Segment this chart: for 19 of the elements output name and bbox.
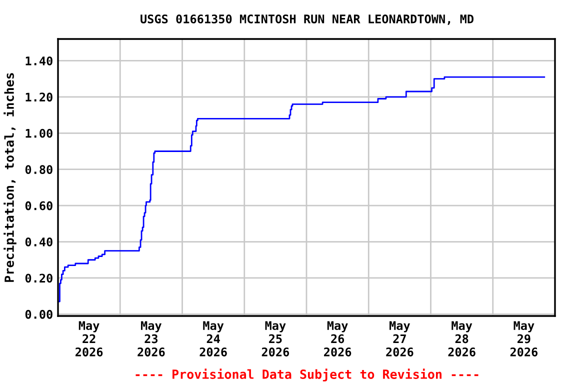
y-tick-label: 1.00 — [26, 128, 52, 138]
y-tick-label: 0.60 — [25, 201, 52, 210]
y-tick-label: 0.40 — [25, 237, 52, 246]
x-tick-label: May 28 2026 — [448, 321, 476, 356]
x-tick-label: May 26 2026 — [324, 321, 352, 356]
y-tick-label: 0.00 — [25, 310, 52, 319]
y-tick-label: 0.80 — [25, 165, 52, 174]
y-tick-label: 1.40 — [26, 56, 52, 66]
y-axis-title: Precipitation, total, inches — [4, 73, 16, 282]
x-tick-label: May 29 2026 — [510, 321, 538, 356]
x-tick-label: May 24 2026 — [200, 321, 227, 356]
x-tick-label: May 23 2026 — [138, 321, 165, 356]
y-tick-label: 0.20 — [25, 274, 52, 283]
x-tick-label: May 25 2026 — [262, 321, 290, 356]
y-tick-label: 1.20 — [26, 92, 52, 102]
x-tick-label: May 27 2026 — [386, 321, 414, 356]
chart-title: USGS 01661350 MCINTOSH RUN NEAR LEONARDTOWN, MD — [140, 14, 474, 25]
text: ---- Provisional Data Subject to Revision ---- — [136, 368, 478, 382]
x-tick-label: May 22 2026 — [76, 321, 103, 356]
